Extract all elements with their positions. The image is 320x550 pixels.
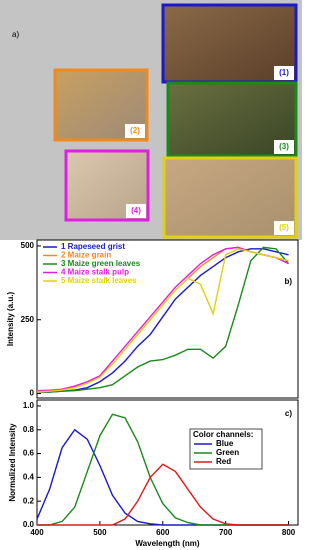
y-tick-label: 0.0 [23,520,35,529]
y-tick-label: 0.6 [23,449,35,458]
legend-label: Blue [216,439,234,448]
photo-label: (2) [130,126,140,135]
y-tick-label: 1.0 [23,401,35,410]
photo-label: (5) [279,223,289,232]
legend-label: Green [216,448,239,457]
series-line [37,246,290,393]
x-tick-label: 700 [219,528,233,537]
x-axis-title: Wavelength (nm) [135,539,199,548]
photo-label-bg [274,221,294,235]
photo-label: (4) [131,206,141,215]
photo-label: (3) [279,142,289,151]
photo-label-bg [126,204,146,218]
photo [161,3,298,84]
photos: (1) (2) (3) (4) (5) [53,3,298,239]
figure: a) (1) (2) (3) (4) (5) 0 250 500 Intensity (a.u… [0,0,302,548]
photo-label: (1) [279,68,289,77]
x-tick-label: 500 [93,528,107,537]
y-axis-title: Intensity (a.u.) [6,292,15,347]
x-tick-label: 800 [282,528,296,537]
y-tick-label: 0.4 [23,472,35,481]
panel-label: a) [12,30,19,39]
y-tick-label: 0 [30,389,35,398]
y-tick-label: 250 [21,315,35,324]
panel-label: b) [284,277,292,286]
plot-area [36,239,299,399]
legend-label: 5 Maize stalk leaves [61,276,137,285]
series-line [36,248,289,393]
legend-title: Color channels: [193,430,253,439]
photo-label-bg [274,140,294,154]
legend-label: 1 Rapeseed grist [61,242,125,251]
y-tick-label: 500 [21,241,35,250]
y-axis-title: Normalized Intensity [8,423,17,502]
y-tick-label: 0.2 [23,496,35,505]
series-line [37,463,289,526]
x-tick-label: 600 [156,528,170,537]
y-tick-label: 0.8 [23,425,35,434]
x-tick-label: 400 [30,528,44,537]
legend-label: Red [216,457,231,466]
legend-label: 3 Maize green leaves [61,259,141,268]
legend-label: 4 Maize stalk pulp [61,268,129,277]
photo-label-bg [125,124,145,138]
photo-label-bg [274,66,294,80]
charts: 0 250 500 Intensity (a.u.) b) 1 Rapeseed gris… [6,239,299,548]
panel-label: c) [285,409,292,418]
legend-label: 2 Maize grain [61,251,111,260]
